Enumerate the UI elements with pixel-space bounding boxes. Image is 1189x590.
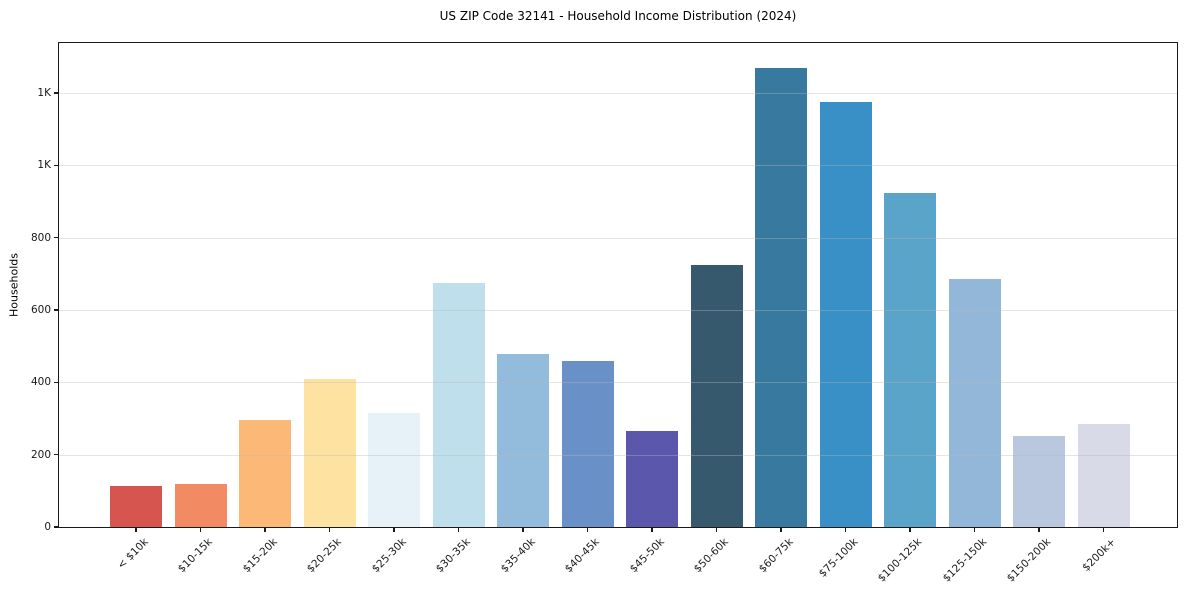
bar xyxy=(755,67,807,527)
x-tick-label-text: $30-35k xyxy=(433,536,473,576)
x-tick-mark xyxy=(780,527,782,532)
y-tick-mark xyxy=(54,164,59,166)
y-axis-label: Households xyxy=(7,253,21,317)
x-tick-mark xyxy=(909,527,911,532)
bar xyxy=(626,430,678,527)
x-tick-mark xyxy=(651,527,653,532)
y-tick-label: 200 xyxy=(30,448,51,461)
x-tick-mark xyxy=(586,527,589,532)
x-tick-label-text: < $10k xyxy=(114,536,151,572)
gridline xyxy=(59,382,1177,384)
plot-area: 0 200 400 600 800 1K 1K < $10k $10-15k $15-20k $20… xyxy=(31,42,1178,585)
bar xyxy=(561,360,614,527)
x-tick-mark xyxy=(199,527,202,532)
y-tick-mark xyxy=(54,454,59,456)
y-tick-label: 800 xyxy=(30,231,51,244)
y-tick-label: 0 xyxy=(44,521,51,533)
gridline xyxy=(59,309,1177,311)
x-tick-label-text: $25-30k xyxy=(369,536,409,576)
bar xyxy=(1013,435,1065,527)
bar xyxy=(303,379,356,527)
y-tick-mark xyxy=(54,381,59,383)
x-tick-label-text: $50-60k xyxy=(691,536,731,576)
bar xyxy=(884,192,936,527)
x-tick-mark xyxy=(844,527,847,532)
bar xyxy=(948,278,1001,527)
bar xyxy=(432,282,485,527)
x-tick-label-text: $150-200k xyxy=(1004,536,1054,585)
bar xyxy=(1077,423,1130,527)
x-tick-label-text: $15-20k xyxy=(240,536,280,576)
y-tick-label: 400 xyxy=(30,376,51,389)
gridline xyxy=(59,165,1177,167)
x-tick-label-text: $20-25k xyxy=(304,536,344,576)
bar xyxy=(174,483,227,527)
gridline xyxy=(59,237,1177,239)
x-tick-label-text: $125-150k xyxy=(940,536,989,585)
x-tick-mark xyxy=(973,527,976,532)
x-tick-label-text: $35-40k xyxy=(498,536,538,576)
x-tick-label-text: $60-75k xyxy=(756,536,796,576)
y-tick-label: 1K xyxy=(37,86,51,99)
x-tick-label-text: $40-45k xyxy=(562,536,602,576)
x-tick-label-text: $100-125k xyxy=(875,536,925,585)
bar xyxy=(497,353,549,527)
y-tick-label: 600 xyxy=(30,303,51,316)
x-tick-label-text: $200k+ xyxy=(1080,536,1118,574)
x-tick-label-text: $45-50k xyxy=(627,536,667,576)
x-tick-mark xyxy=(328,527,331,532)
x-tick-label-text: $10-15k xyxy=(175,536,215,576)
x-tick-mark xyxy=(264,527,266,532)
x-tick-mark xyxy=(715,527,718,532)
x-tick-label-text: $75-100k xyxy=(816,536,860,580)
x-tick-mark xyxy=(393,527,395,532)
x-tick-mark xyxy=(522,527,524,532)
x-tick-mark xyxy=(135,527,137,532)
bar xyxy=(110,485,162,527)
chart-title: US ZIP Code 32141 - Household Income Dis… xyxy=(439,9,797,23)
y-tick-label: 1K xyxy=(37,159,51,172)
x-tick-mark xyxy=(457,527,460,532)
bar xyxy=(368,413,420,527)
bar xyxy=(239,419,291,527)
gridline xyxy=(59,92,1177,94)
bar xyxy=(819,101,872,527)
x-tick-mark xyxy=(1038,527,1040,532)
bar xyxy=(690,265,743,527)
x-tick-mark xyxy=(1102,527,1105,532)
y-tick-mark xyxy=(54,526,59,528)
gridline xyxy=(59,454,1177,456)
y-tick-mark xyxy=(54,309,59,311)
y-tick-mark xyxy=(54,237,59,239)
y-tick-mark xyxy=(54,92,59,94)
